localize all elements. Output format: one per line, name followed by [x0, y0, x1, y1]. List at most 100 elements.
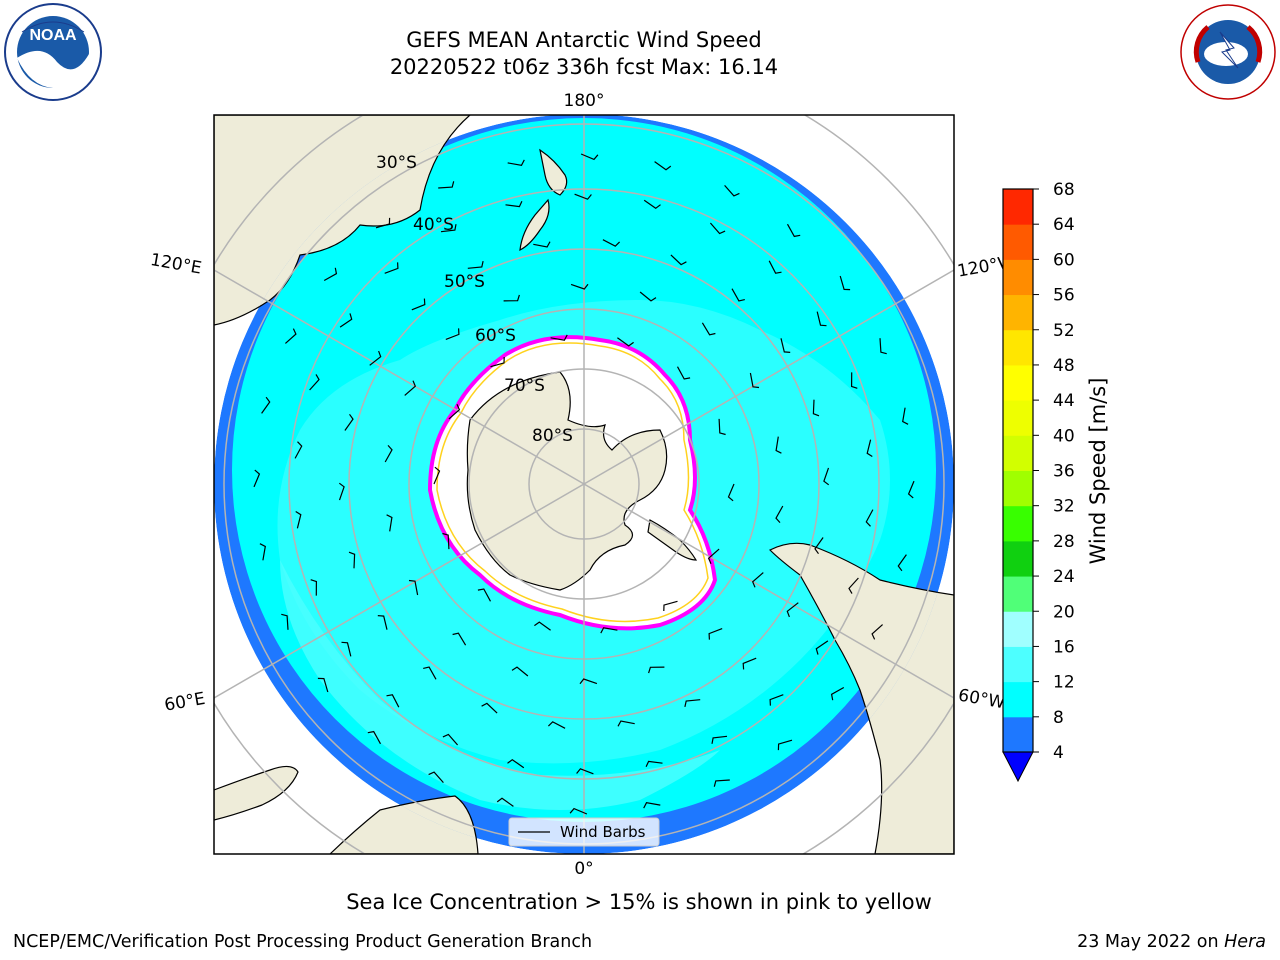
wind-barb — [445, 328, 460, 340]
wind-barb — [452, 632, 467, 646]
wind-barb — [369, 350, 382, 366]
lon-label-0: 0° — [574, 859, 593, 879]
wind-barb — [442, 733, 459, 746]
wind-barbs-legend: Wind Barbs — [508, 817, 660, 847]
wind-barb — [749, 372, 760, 389]
wind-barb — [404, 380, 417, 396]
lat-label-60s: 60°S — [475, 326, 516, 346]
wind-barb — [676, 366, 691, 380]
wind-barb — [742, 657, 757, 670]
wind-barb — [261, 396, 271, 414]
lon-label-120e: 120°E — [149, 250, 203, 279]
credit-left: NCEP/EMC/Verification Post Processing Pr… — [13, 932, 593, 952]
wind-barb — [569, 807, 588, 815]
wind-barbs — [253, 153, 915, 815]
wind-barb — [496, 797, 514, 807]
wind-barb — [580, 153, 599, 161]
wind-barb — [467, 260, 484, 269]
wind-barb — [617, 337, 634, 347]
wind-barb — [600, 627, 618, 634]
wind-barb — [780, 338, 791, 353]
wind-barb — [602, 239, 621, 247]
wind-barb — [769, 694, 784, 706]
wind-barb — [643, 802, 661, 809]
wind-barb — [617, 720, 635, 727]
wind-barb — [428, 771, 444, 783]
wind-barb — [505, 200, 523, 208]
wind-barb — [724, 185, 740, 197]
wind-barb — [285, 328, 297, 344]
lat-label-80s: 80°S — [532, 426, 573, 446]
credit-date: 23 May 2022 on — [1077, 932, 1225, 952]
wind-barb — [709, 222, 726, 235]
wind-barb — [442, 532, 450, 550]
wind-barb — [550, 334, 568, 341]
wind-barb — [871, 624, 883, 640]
wind-barb — [423, 666, 437, 680]
lat-label-30s: 30°S — [376, 153, 417, 173]
lon-label-60e: 60°E — [163, 689, 207, 716]
wind-barb — [812, 399, 820, 417]
wind-barb — [384, 262, 399, 274]
wind-barb — [481, 702, 498, 714]
wind-barb — [317, 677, 329, 693]
wind-barb — [533, 241, 551, 248]
legend-label: Wind Barbs — [560, 823, 646, 841]
lon-label-120w: 120°W — [956, 252, 1017, 282]
wind-barb — [507, 758, 525, 769]
wind-barb — [576, 768, 594, 775]
noaa-logo: NOAA — [2, 2, 104, 102]
wind-barb — [534, 621, 551, 631]
wind-barb — [731, 288, 745, 302]
wind-barb — [670, 254, 687, 266]
national-weather-service-logo — [1178, 2, 1278, 102]
wind-barb — [866, 439, 873, 458]
wind-barb — [751, 572, 764, 588]
wind-barb — [830, 686, 845, 701]
wind-barb — [848, 577, 859, 594]
wind-barb — [718, 418, 726, 436]
wind-barb — [386, 514, 393, 532]
wind-barb — [815, 640, 829, 655]
wind-barb — [323, 267, 338, 282]
wind-barb — [823, 467, 830, 486]
wind-barb — [663, 600, 678, 612]
map-frame — [213, 114, 955, 855]
wind-barb — [648, 666, 665, 674]
wind-barb — [570, 283, 589, 290]
lat-label-50s: 50°S — [444, 272, 485, 292]
wind-barb — [448, 403, 461, 420]
lat-label-70s: 70°S — [504, 376, 545, 396]
wind-barb — [259, 543, 266, 561]
wind-barb — [339, 313, 353, 328]
wind-barb — [295, 510, 302, 529]
lon-label-60w: 60°W — [957, 685, 1007, 713]
lon-label-180: 180° — [564, 91, 605, 111]
wind-barb — [440, 224, 457, 233]
wind-barb — [253, 469, 261, 488]
wind-barb — [684, 699, 701, 708]
madagascar-land — [214, 765, 299, 821]
new-zealand-land — [519, 148, 568, 252]
wind-barb — [645, 760, 663, 768]
wind-barb — [777, 739, 793, 751]
wind-barb — [850, 372, 858, 389]
wind-barb — [511, 666, 529, 677]
wind-barb — [309, 374, 320, 391]
wind-barb — [310, 579, 318, 596]
antarctica-land — [466, 371, 668, 591]
page-title: GEFS MEAN Antarctic Wind Speed — [406, 28, 762, 52]
wind-barb — [816, 311, 827, 327]
credit-machine: Hera — [1224, 932, 1266, 952]
wind-barb — [348, 551, 356, 569]
wind-barb — [708, 628, 723, 640]
wind-barb — [897, 554, 907, 572]
wind-barb — [786, 223, 801, 238]
wind-barb — [490, 356, 505, 368]
wind-barb — [341, 641, 352, 657]
wind-barb — [639, 291, 657, 302]
wind-barb — [907, 480, 915, 499]
credit-right: 23 May 2022 on Hera — [1077, 932, 1266, 952]
wind-barb — [386, 694, 400, 708]
